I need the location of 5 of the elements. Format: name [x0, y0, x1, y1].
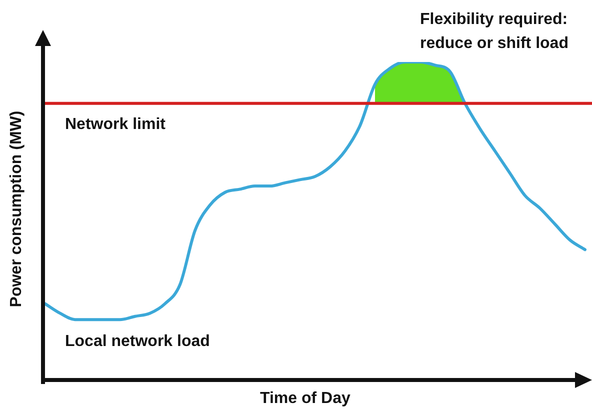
text: Flexibility required: reduce or shift load: [420, 10, 570, 54]
ref-line-label: Network limit: [65, 116, 166, 134]
x-axis-title: Time of Day: [260, 390, 350, 408]
series-label: Local network load: [65, 333, 210, 351]
y-axis-title: Power consumption (MW): [8, 110, 26, 310]
